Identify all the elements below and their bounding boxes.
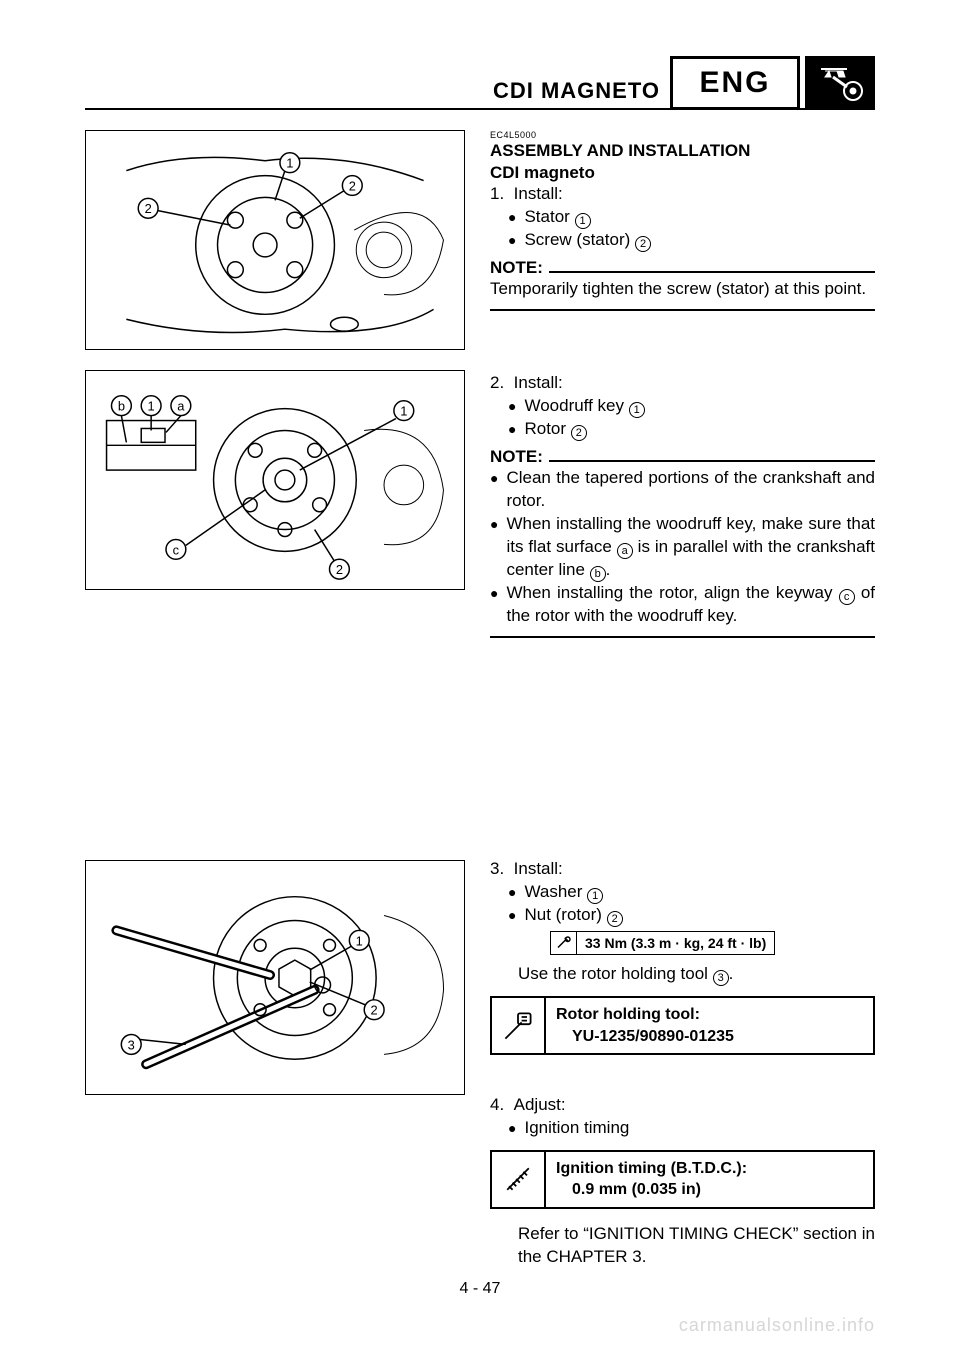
spec-icon (492, 1152, 546, 1207)
step1-items: ●Stator 1 ●Screw (stator) 2 (508, 206, 875, 252)
page: CDI MAGNETO ENG (0, 0, 960, 1358)
note-heading: NOTE: (490, 258, 875, 278)
svg-text:b: b (118, 399, 125, 414)
svg-text:2: 2 (145, 201, 152, 216)
list-item: ●Clean the tapered portions of the crank… (490, 467, 875, 513)
bullet-icon: ● (508, 881, 516, 903)
step2-notes: ●Clean the tapered portions of the crank… (490, 467, 875, 628)
step4-block: 4. Adjust: ●Ignition timing Ignition tim… (490, 1094, 875, 1269)
bullet-icon: ● (508, 206, 516, 228)
tool-icon (492, 998, 546, 1053)
svg-text:3: 3 (128, 1037, 135, 1052)
figure-2: b 1 a 1 c 2 (85, 370, 465, 590)
torque-icon (551, 932, 577, 954)
step1-action: Install: (514, 184, 563, 203)
tool-box: Rotor holding tool: YU-1235/90890-01235 (490, 996, 875, 1055)
bullet-icon: ● (508, 904, 516, 926)
note-heading: NOTE: (490, 447, 875, 467)
svg-text:1: 1 (286, 156, 293, 171)
list-item: ●Ignition timing (508, 1117, 875, 1140)
bullet-icon: ● (508, 229, 516, 251)
lang-box: ENG (670, 56, 800, 110)
cdi-heading: CDI magneto (490, 163, 875, 183)
list-item: ●Stator 1 (508, 206, 875, 229)
step3-items: ●Washer 1 ●Nut (rotor) 2 (508, 881, 875, 927)
step2-line: 2. Install: (490, 372, 875, 395)
spec-box: Ignition timing (B.T.D.C.): 0.9 mm (0.03… (490, 1150, 875, 1209)
assembly-heading: ASSEMBLY AND INSTALLATION (490, 140, 875, 163)
svg-text:2: 2 (349, 178, 356, 193)
doc-code: EC4L5000 (490, 130, 875, 140)
step2-items: ●Woodruff key 1 ●Rotor 2 (508, 395, 875, 441)
bullet-icon: ● (490, 582, 498, 604)
step3-block: 3. Install: ●Washer 1 ●Nut (rotor) 2 33 … (490, 858, 875, 1055)
separator (490, 636, 875, 638)
list-item: ●When installing the woodruff key, make … (490, 513, 875, 582)
step1-num: 1. (490, 184, 504, 203)
svg-text:a: a (177, 399, 185, 414)
step1-line: 1. Install: (490, 183, 875, 206)
section-title: CDI MAGNETO (493, 78, 660, 104)
svg-text:2: 2 (371, 1003, 378, 1018)
figure-3: 1 2 3 (85, 860, 465, 1095)
list-item: ●Nut (rotor) 2 (508, 904, 875, 927)
watermark: carmanualsonline.info (679, 1315, 875, 1336)
list-item: ●Woodruff key 1 (508, 395, 875, 418)
step1-block: EC4L5000 ASSEMBLY AND INSTALLATION CDI m… (490, 130, 875, 311)
list-item: ●Rotor 2 (508, 418, 875, 441)
engine-icon (805, 56, 875, 110)
note-rule (549, 263, 875, 273)
list-item: ●When installing the rotor, align the ke… (490, 582, 875, 628)
torque-row: 33 Nm (3.3 m · kg, 24 ft · lb) (490, 931, 875, 957)
svg-text:1: 1 (400, 404, 407, 419)
note-rule (549, 452, 875, 462)
bullet-icon: ● (508, 418, 516, 440)
torque-value: 33 Nm (3.3 m · kg, 24 ft · lb) (577, 935, 774, 951)
use-tool-line: Use the rotor holding tool 3. (518, 963, 875, 986)
svg-text:c: c (173, 542, 180, 557)
bullet-icon: ● (490, 467, 498, 489)
svg-text:1: 1 (148, 399, 155, 414)
page-number: 4 - 47 (0, 1280, 960, 1298)
step4-items: ●Ignition timing (508, 1117, 875, 1140)
list-item: ●Screw (stator) 2 (508, 229, 875, 252)
header-rule (85, 108, 875, 110)
svg-text:2: 2 (336, 562, 343, 577)
list-item: ●Washer 1 (508, 881, 875, 904)
step4-line: 4. Adjust: (490, 1094, 875, 1117)
step3-line: 3. Install: (490, 858, 875, 881)
svg-text:1: 1 (356, 933, 363, 948)
spec-text: Ignition timing (B.T.D.C.): 0.9 mm (0.03… (546, 1152, 757, 1207)
bullet-icon: ● (490, 513, 498, 535)
figure-1: 1 2 2 (85, 130, 465, 350)
note-body: Temporarily tighten the screw (stator) a… (490, 278, 875, 301)
bullet-icon: ● (508, 395, 516, 417)
bullet-icon: ● (508, 1117, 516, 1139)
step2-block: 2. Install: ●Woodruff key 1 ●Rotor 2 NOT… (490, 372, 875, 638)
refer-text: Refer to “IGNITION TIMING CHECK” section… (518, 1223, 875, 1269)
separator (490, 309, 875, 311)
tool-text: Rotor holding tool: YU-1235/90890-01235 (546, 998, 744, 1053)
